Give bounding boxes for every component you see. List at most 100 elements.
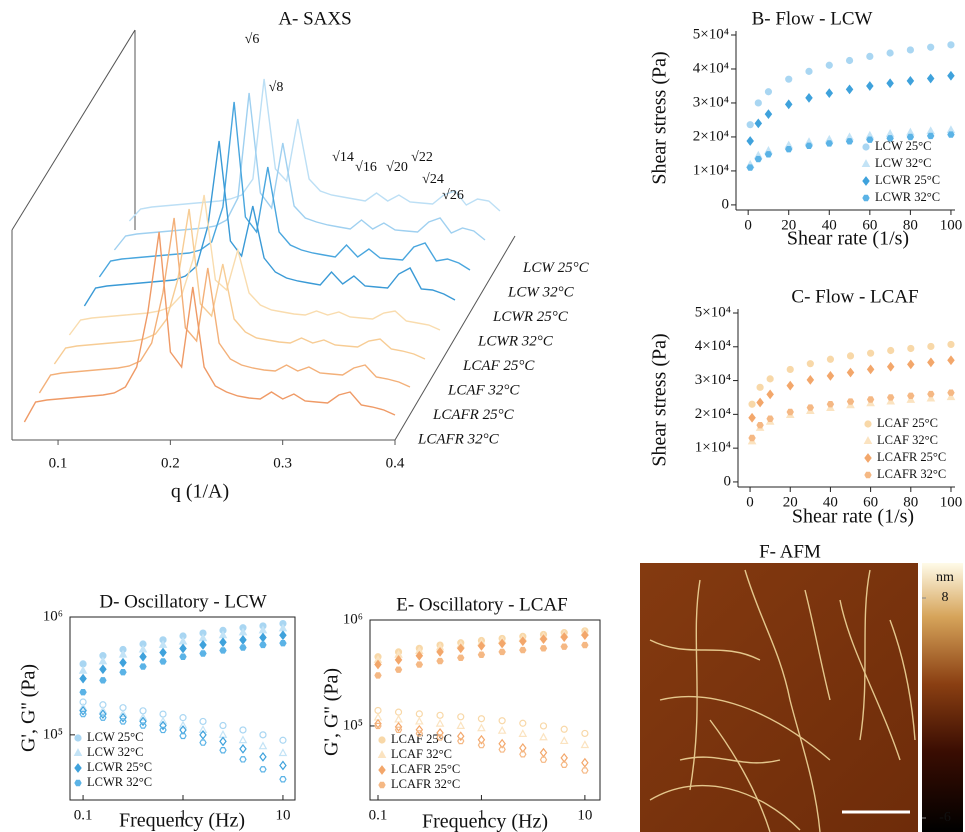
data-point — [755, 119, 761, 127]
x-tick-label: 10 — [577, 807, 592, 823]
legend-label: LCAF 25°C — [877, 416, 938, 430]
data-point — [437, 658, 443, 663]
data-point — [561, 754, 567, 762]
chart-title: B- Flow - LCW — [752, 8, 873, 29]
data-point — [767, 391, 773, 399]
data-point — [540, 734, 547, 740]
y-tick-label: 0 — [722, 196, 730, 212]
data-point — [280, 737, 286, 743]
data-point — [140, 646, 147, 652]
data-point — [826, 141, 832, 146]
legend-label: LCAF 32°C — [391, 747, 452, 761]
y-tick-label: 2×10⁴ — [693, 128, 729, 144]
colorbar-tick-label: -6 — [939, 810, 951, 825]
y-tick-label: 10⁶ — [43, 608, 63, 624]
data-point — [458, 655, 464, 660]
legend-label: LCW 25°C — [875, 139, 932, 153]
data-point — [582, 741, 589, 747]
data-point — [765, 89, 771, 95]
data-point — [827, 372, 833, 380]
data-point — [280, 641, 286, 646]
data-point — [240, 645, 246, 650]
data-point — [280, 777, 286, 782]
data-point — [826, 89, 832, 97]
y-tick-label: 1×10⁴ — [695, 440, 731, 456]
legend-marker — [863, 144, 869, 150]
data-point — [848, 353, 854, 359]
data-point — [437, 720, 444, 726]
data-point — [888, 348, 894, 354]
data-point — [180, 638, 187, 644]
data-point — [240, 727, 246, 733]
legend-marker — [863, 160, 870, 166]
data-point — [541, 757, 547, 762]
data-point — [847, 57, 853, 63]
data-point — [887, 79, 893, 87]
data-point — [582, 759, 588, 767]
data-point — [220, 731, 227, 737]
y-axis-label: G', G'' (Pa) — [18, 664, 40, 752]
data-point — [755, 156, 761, 161]
legend-marker — [379, 751, 386, 757]
data-point — [847, 139, 853, 144]
data-point — [786, 76, 792, 82]
legend-marker — [865, 437, 872, 443]
data-point — [220, 748, 226, 753]
data-point — [416, 662, 422, 667]
data-point — [907, 134, 913, 139]
data-point — [416, 711, 422, 717]
y-tick-label: 5×10⁴ — [693, 26, 729, 42]
data-point — [806, 143, 812, 148]
data-point — [457, 722, 464, 728]
figure: A- SAXS0.10.20.30.4LCW 25°CLCW 32°CLCWR … — [0, 0, 965, 832]
data-point — [541, 646, 547, 651]
data-point — [100, 678, 106, 683]
data-point — [200, 718, 206, 724]
data-point — [787, 366, 793, 372]
data-point — [100, 665, 106, 673]
data-point — [200, 740, 206, 745]
data-point — [80, 690, 86, 695]
data-point — [908, 345, 914, 351]
data-point — [868, 366, 874, 374]
data-point — [396, 709, 402, 715]
data-point — [260, 753, 266, 761]
data-point — [787, 409, 793, 414]
data-point — [765, 152, 771, 157]
x-tick-label: 10 — [275, 807, 290, 823]
data-point — [908, 360, 914, 368]
data-point — [867, 82, 873, 90]
data-point — [375, 673, 381, 678]
data-point — [458, 714, 464, 720]
data-point — [928, 75, 934, 83]
data-point — [928, 391, 934, 396]
y-tick-label: 0 — [724, 473, 732, 489]
saxs-curve — [99, 102, 470, 277]
legend-label: LCWR 25°C — [875, 173, 940, 187]
saxs-curve — [24, 232, 395, 422]
peak-annotation: √22 — [411, 150, 433, 165]
x-axis-label: Shear rate (1/s) — [792, 506, 914, 528]
data-point — [499, 649, 505, 654]
x-tick-label: 0.2 — [161, 455, 180, 471]
data-point — [787, 382, 793, 390]
legend-label: LCW 25°C — [87, 730, 144, 744]
data-point — [827, 402, 833, 407]
legend-marker — [75, 749, 82, 755]
data-point — [767, 416, 773, 421]
data-point — [160, 649, 166, 657]
x-tick-label: 0.3 — [273, 455, 292, 471]
data-point — [928, 133, 934, 138]
data-point — [395, 716, 402, 722]
peak-annotation: √16 — [355, 160, 377, 175]
data-point — [908, 393, 914, 398]
data-point — [220, 638, 226, 646]
data-point — [765, 110, 771, 118]
data-point — [907, 47, 913, 53]
data-point — [928, 343, 934, 349]
legend-marker — [379, 766, 385, 774]
data-point — [120, 670, 126, 675]
y-axis-label: Shear stress (Pa) — [649, 51, 671, 184]
data-point — [749, 401, 755, 407]
legend-marker — [379, 737, 385, 743]
